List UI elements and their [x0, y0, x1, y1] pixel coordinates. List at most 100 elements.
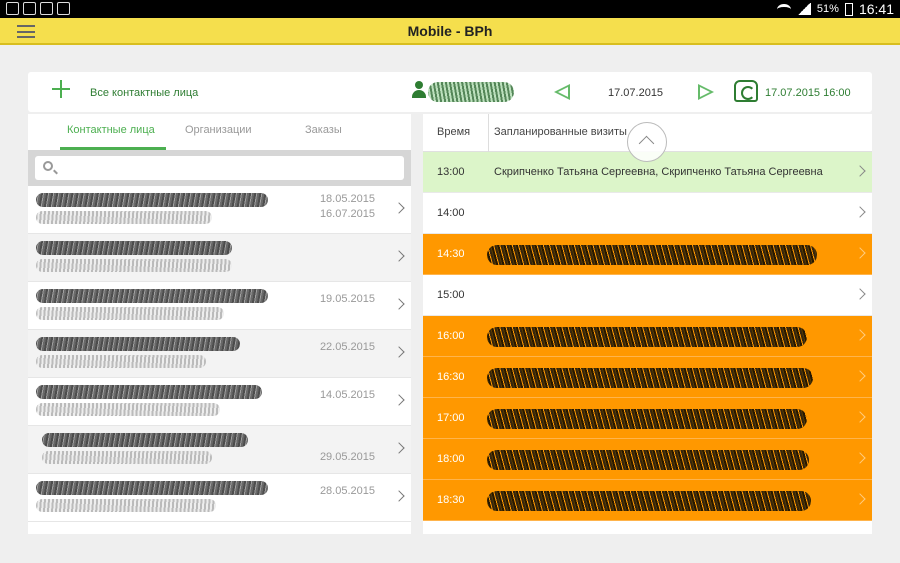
scroll-up-button[interactable]	[627, 122, 667, 162]
slot-time: 14:30	[437, 248, 465, 260]
active-tab-indicator	[60, 147, 166, 150]
slot-time: 13:00	[437, 166, 465, 178]
redacted-contact-details	[36, 211, 212, 224]
redacted-contact-details	[36, 355, 206, 368]
tab-contacts[interactable]: Контактные лица	[67, 124, 155, 136]
contact-tabs: Контактные лица Организации Заказы	[28, 114, 411, 150]
chevron-right-icon	[393, 346, 405, 358]
battery-icon	[844, 2, 853, 16]
chevron-right-icon	[854, 206, 866, 218]
chevron-right-icon	[393, 202, 405, 214]
chevron-right-icon	[854, 247, 866, 259]
visit-date: 19.05.2015	[319, 293, 375, 305]
redacted-contact-details	[36, 307, 224, 320]
chevron-right-icon	[854, 329, 866, 341]
redacted-contact-name	[36, 337, 240, 351]
time-slot-row[interactable]: 17:00	[423, 398, 872, 439]
slot-time: 16:00	[437, 330, 465, 342]
list-item[interactable]: 19.05.2015	[28, 282, 411, 330]
notification-icons	[6, 2, 70, 15]
tab-organizations[interactable]: Организации	[185, 124, 252, 136]
search-icon	[43, 161, 53, 171]
slot-time: 18:00	[437, 453, 465, 465]
time-slot-row[interactable]: 18:00	[423, 439, 872, 480]
prev-date-arrow-icon[interactable]	[554, 84, 570, 100]
next-date-arrow-icon[interactable]	[698, 84, 714, 100]
list-item[interactable]	[28, 234, 411, 282]
user-icon	[412, 81, 426, 99]
visit-date: 14.05.2015	[319, 389, 375, 401]
list-item[interactable]: 28.05.2015	[28, 474, 411, 522]
current-date: 17.07.2015	[608, 87, 664, 99]
redacted-contact-name	[42, 433, 248, 447]
redacted-contact-name	[36, 481, 268, 495]
column-header-visits: Запланированные визиты	[494, 126, 627, 138]
redacted-contact-details	[36, 499, 216, 512]
redacted-contact-name	[36, 241, 232, 255]
toolbar: Все контактные лица 17.07.2015 17.07.201…	[28, 72, 872, 112]
chevron-right-icon	[393, 298, 405, 310]
redacted-visit	[487, 491, 811, 511]
chevron-right-icon	[854, 411, 866, 423]
contact-visit-dates: 28.05.2015	[320, 484, 375, 499]
time-slot-row[interactable]: 16:30	[423, 357, 872, 398]
chevron-right-icon	[393, 394, 405, 406]
redacted-visit	[487, 368, 813, 388]
sync-icon[interactable]	[734, 80, 758, 102]
contacts-panel: Контактные лица Организации Заказы 18.05…	[28, 114, 411, 534]
system-status-bar: 51% 16:41	[0, 0, 900, 18]
user-name-redacted	[428, 82, 514, 102]
hamburger-menu-icon[interactable]	[17, 25, 35, 38]
chevron-right-icon	[854, 165, 866, 177]
list-item[interactable]: 22.05.2015	[28, 330, 411, 378]
time-slot-row[interactable]: 18:30	[423, 480, 872, 521]
redacted-contact-name	[36, 289, 268, 303]
chevron-right-icon	[854, 493, 866, 505]
slot-time: 16:30	[437, 371, 465, 383]
contact-visit-dates: 18.05.2015 16.07.2015	[320, 192, 375, 222]
list-item[interactable]: 29.05.2015	[28, 426, 411, 474]
contact-visit-dates: 14.05.2015	[320, 388, 375, 403]
battery-percent: 51%	[816, 3, 839, 15]
wifi-icon	[776, 3, 791, 15]
gallery-notification-icon	[23, 2, 36, 15]
redacted-contact-name	[36, 193, 268, 207]
redacted-visit	[487, 327, 807, 347]
search-input[interactable]	[35, 156, 404, 180]
search-bar	[28, 150, 411, 186]
clock: 16:41	[858, 1, 894, 17]
app-title: Mobile - BPh	[407, 23, 493, 39]
visit-date: 16.07.2015	[319, 208, 375, 220]
slot-time: 14:00	[437, 207, 465, 219]
add-icon[interactable]	[52, 80, 70, 98]
redacted-contact-details	[36, 259, 232, 272]
time-slot-row[interactable]: 16:00	[423, 316, 872, 357]
chevron-right-icon	[854, 288, 866, 300]
chevron-right-icon	[393, 490, 405, 502]
time-slot-row[interactable]: 14:30	[423, 234, 872, 275]
time-slot-row[interactable]: 14:00	[423, 193, 872, 234]
list-item[interactable]: 14.05.2015	[28, 378, 411, 426]
signal-icon	[796, 3, 811, 15]
redacted-contact-details	[36, 403, 220, 416]
contact-visit-dates: 29.05.2015	[320, 450, 375, 465]
column-header-time: Время	[437, 126, 471, 138]
chevron-right-icon	[854, 370, 866, 382]
last-sync-time: 17.07.2015 16:00	[765, 87, 851, 99]
tab-orders[interactable]: Заказы	[305, 124, 342, 136]
visit-date: 28.05.2015	[319, 485, 375, 497]
camera-notification-icon	[57, 2, 70, 15]
slot-time: 17:00	[437, 412, 465, 424]
list-item[interactable]: 18.05.2015 16.07.2015	[28, 186, 411, 234]
redacted-contact-details	[42, 451, 212, 464]
cloud-notification-icon	[40, 2, 53, 15]
redacted-contact-name	[36, 385, 262, 399]
contact-visit-dates: 19.05.2015	[320, 292, 375, 307]
all-contacts-link[interactable]: Все контактные лица	[90, 87, 199, 99]
visit-date: 18.05.2015	[319, 193, 375, 205]
time-slot-row[interactable]: 15:00	[423, 275, 872, 316]
slot-time: 15:00	[437, 289, 465, 301]
slot-time: 18:30	[437, 494, 465, 506]
slot-visit: Скрипченко Татьяна Сергеевна, Скрипченко…	[494, 166, 823, 178]
contact-visit-dates: 22.05.2015	[320, 340, 375, 355]
